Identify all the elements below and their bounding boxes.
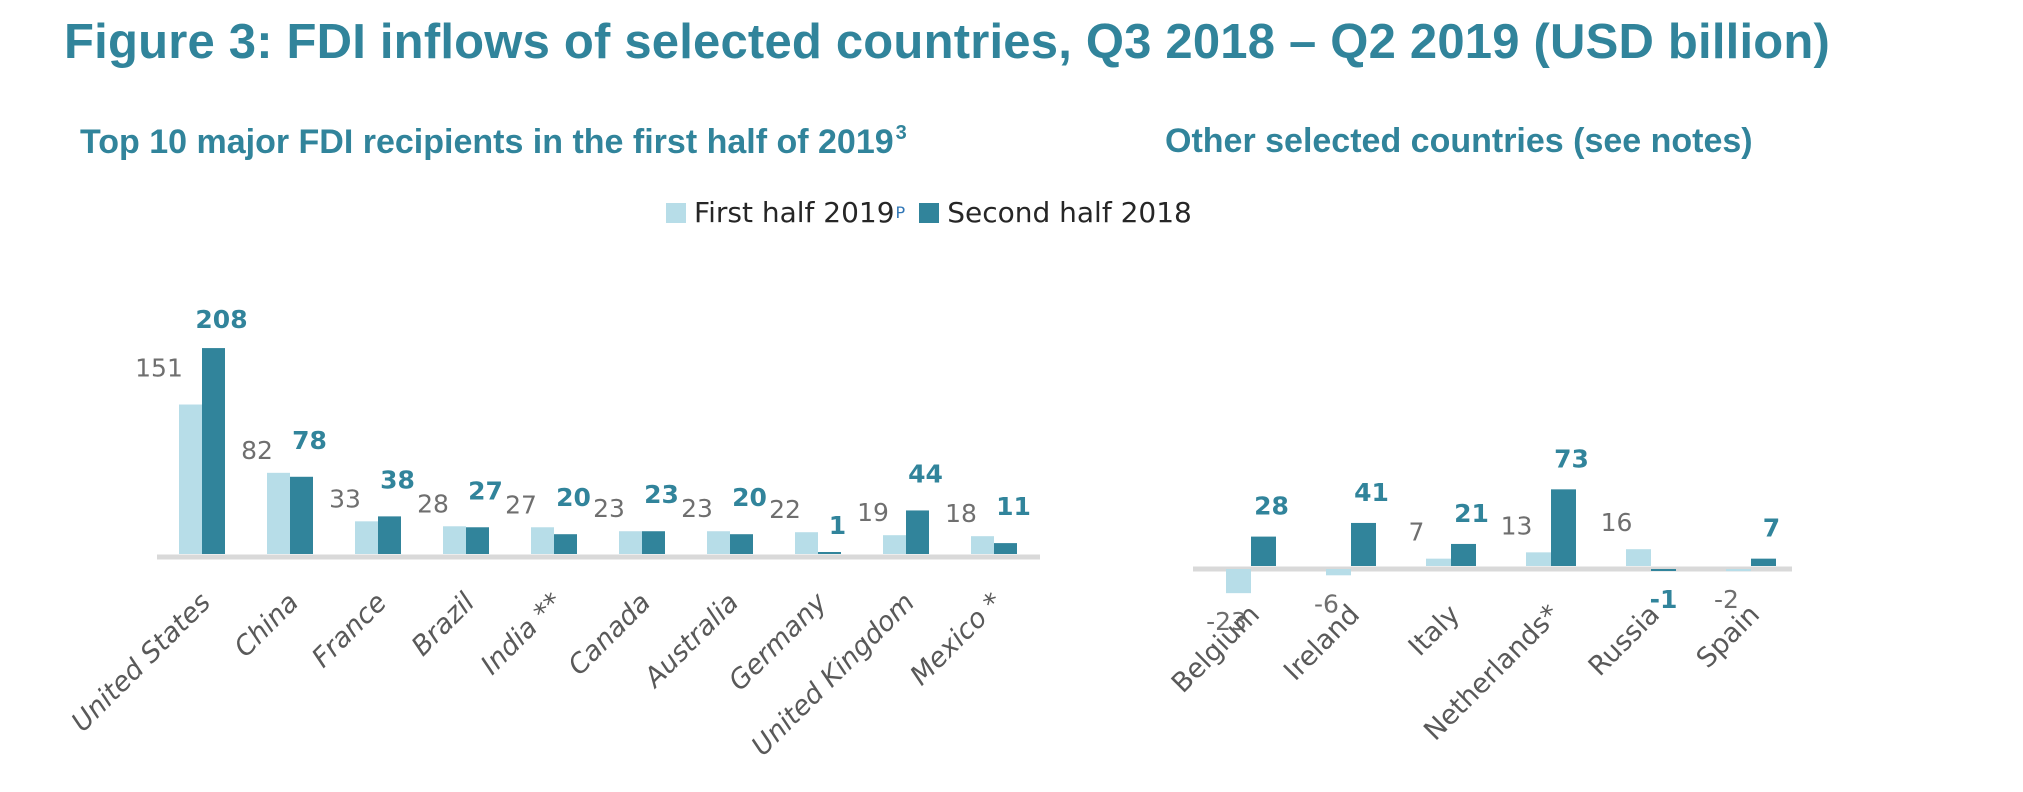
data-label: 28	[417, 489, 449, 518]
data-label: 41	[1354, 478, 1389, 507]
bar-second-half-2018	[290, 476, 313, 554]
category-label: Brazil	[406, 587, 482, 663]
category-label: Italy	[1403, 599, 1466, 662]
legend-item-second-half-2018: Second half 2018	[919, 196, 1192, 229]
data-label: 23	[593, 494, 625, 523]
bar-first-half-2019	[619, 531, 642, 554]
data-label: -1	[1650, 585, 1678, 614]
data-label: 44	[908, 459, 943, 488]
data-label: 151	[135, 354, 183, 383]
data-label: 82	[241, 436, 273, 465]
data-label: -6	[1314, 589, 1339, 618]
bar-first-half-2019	[1426, 558, 1451, 566]
category-label: China	[228, 587, 304, 663]
bar-first-half-2019	[1526, 552, 1551, 566]
bar-first-half-2019	[795, 532, 818, 554]
data-label: 27	[468, 476, 503, 505]
data-label: 11	[996, 492, 1031, 521]
right-chart-subtitle: Other selected countries (see notes)	[1165, 122, 1753, 160]
bar-second-half-2018	[1651, 569, 1676, 571]
data-label: -23	[1206, 607, 1247, 636]
bar-second-half-2018	[1751, 558, 1776, 566]
category-label: United Kingdom	[746, 587, 921, 762]
data-label: 16	[1601, 508, 1633, 537]
bar-second-half-2018	[1351, 522, 1376, 566]
chart-legend: First half 2019 P Second half 2018	[666, 196, 1206, 229]
data-label: 78	[292, 426, 327, 455]
bar-first-half-2019	[1626, 549, 1651, 566]
bar-second-half-2018	[906, 510, 929, 554]
data-label: 208	[195, 305, 247, 334]
category-label: France	[306, 587, 393, 674]
bar-first-half-2019	[1326, 569, 1351, 576]
data-label: 7	[1409, 518, 1425, 547]
bar-first-half-2019	[1726, 569, 1751, 572]
bar-second-half-2018	[1451, 543, 1476, 566]
bar-first-half-2019	[267, 472, 290, 554]
bar-first-half-2019	[443, 526, 466, 554]
left-chart-subtitle: Top 10 major FDI recipients in the first…	[80, 122, 907, 162]
bar-first-half-2019	[883, 535, 906, 554]
bar-second-half-2018	[642, 531, 665, 554]
data-label: 21	[1454, 499, 1489, 528]
bar-second-half-2018	[554, 534, 577, 554]
category-label: Russia	[1583, 599, 1666, 682]
data-label: 23	[644, 480, 679, 509]
figure-title: Figure 3: FDI inflows of selected countr…	[64, 15, 1831, 69]
data-label: 18	[945, 499, 977, 528]
data-label: 13	[1501, 511, 1533, 540]
data-label: 23	[681, 494, 713, 523]
data-label: 27	[505, 490, 537, 519]
legend-swatch-second-half-2018	[919, 202, 940, 223]
bar-first-half-2019	[179, 404, 202, 554]
bar-second-half-2018	[994, 543, 1017, 554]
bar-first-half-2019	[355, 521, 378, 554]
legend-label: Second half 2018	[947, 196, 1192, 229]
data-label: 20	[732, 483, 767, 512]
legend-swatch-first-half-2019	[666, 202, 686, 223]
bar-first-half-2019	[531, 527, 554, 554]
data-label: 1	[829, 511, 846, 540]
category-label: Mexico *	[904, 587, 1009, 692]
bar-second-half-2018	[818, 552, 841, 554]
data-label: 20	[556, 483, 591, 512]
data-label: 7	[1763, 514, 1780, 543]
data-label: 28	[1254, 492, 1289, 521]
data-label: 33	[329, 484, 361, 513]
legend-item-first-half-2019: First half 2019 P	[666, 196, 905, 229]
bar-second-half-2018	[1551, 489, 1576, 566]
footnote-marker: 3	[895, 122, 907, 144]
bar-second-half-2018	[202, 348, 225, 554]
data-label: 19	[857, 498, 889, 527]
category-label: United States	[66, 587, 217, 738]
bar-second-half-2018	[466, 527, 489, 554]
bar-first-half-2019	[1226, 569, 1251, 594]
data-label: 22	[769, 495, 801, 524]
data-label: 38	[380, 465, 415, 494]
bar-first-half-2019	[971, 536, 994, 554]
legend-label: First half 2019	[694, 196, 895, 229]
bar-second-half-2018	[1251, 536, 1276, 566]
data-label: -2	[1714, 585, 1739, 614]
data-label: 73	[1554, 444, 1589, 473]
provisional-marker: P	[895, 203, 906, 222]
bar-second-half-2018	[730, 534, 753, 554]
left-chart-subtitle-text: Top 10 major FDI recipients in the first…	[80, 123, 894, 161]
bar-first-half-2019	[707, 531, 730, 554]
bar-second-half-2018	[378, 516, 401, 554]
category-label: India **	[475, 587, 569, 681]
